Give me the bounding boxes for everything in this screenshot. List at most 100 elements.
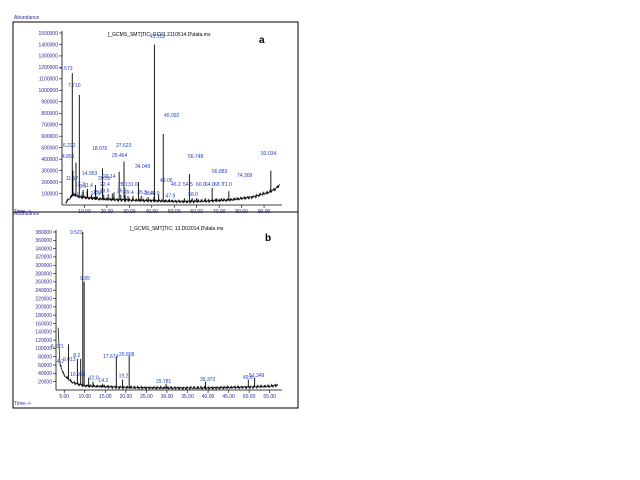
peak-label: 27.623 xyxy=(116,143,132,149)
peak-label: 56.748 xyxy=(188,154,204,160)
peak-label: 25.464 xyxy=(112,153,128,159)
y-tick-label: 280000 xyxy=(35,271,52,277)
peak-label: 8.2 xyxy=(73,353,80,359)
peak-label: 15.6 xyxy=(93,190,103,196)
panel-letter: a xyxy=(259,35,265,46)
peak-label: 26.2 xyxy=(117,189,127,195)
peak-label: 9.85 xyxy=(80,276,90,282)
peak-label: 93.034 xyxy=(261,151,277,157)
peak-label: 13.2 xyxy=(75,182,85,188)
chromatogram-trace xyxy=(57,327,279,391)
peak-label: 23.14 xyxy=(103,174,116,180)
y-tick-label: 260000 xyxy=(35,280,52,286)
x-tick-label: 20.00 xyxy=(120,394,133,400)
y-tick-label: 1100000 xyxy=(39,77,58,83)
peak-label: 58.0 xyxy=(188,192,198,198)
panel-frame xyxy=(12,211,299,409)
y-tick-label: 340000 xyxy=(35,246,52,252)
y-tick-label: 1200000 xyxy=(39,65,59,71)
y-tick-label: 80000 xyxy=(38,355,52,361)
x-tick-label: 30.00 xyxy=(161,394,174,400)
peak-label: 45.092 xyxy=(164,113,180,119)
y-tick-label: 220000 xyxy=(35,296,52,302)
peak-label: 71.0 xyxy=(222,182,232,188)
peak-label: 9.013 xyxy=(63,357,76,363)
y-tick-label: 1300000 xyxy=(39,54,59,60)
peak-label: 14.953 xyxy=(82,171,98,177)
panel-letter: b xyxy=(265,233,271,244)
y-tick-label: 400000 xyxy=(41,157,58,163)
peak-label: 46.2 xyxy=(171,182,181,188)
peak-label: 11.4 xyxy=(84,183,94,189)
peak-label: 39.373 xyxy=(200,377,216,383)
y-tick-label: 500000 xyxy=(41,145,58,151)
peak-label: 7.710 xyxy=(68,83,81,89)
peak-label: 17.674 xyxy=(103,354,119,360)
y-tick-label: 1400000 xyxy=(39,42,59,48)
peak-label: 47.9 xyxy=(166,193,176,199)
y-tick-label: 1000000 xyxy=(39,88,59,94)
y-tick-label: 600000 xyxy=(41,134,58,140)
x-tick-label: 25.00 xyxy=(140,394,153,400)
y-tick-label: 20000 xyxy=(38,379,52,385)
peak-label: 74.309 xyxy=(237,173,253,179)
y-tick-label: 300000 xyxy=(35,263,52,269)
peak-label: 29.4 xyxy=(124,190,134,196)
y-tick-label: 100000 xyxy=(41,191,58,197)
x-tick-label: 55.00 xyxy=(263,394,276,400)
x-tick-label: 35.00 xyxy=(181,394,194,400)
x-tick-label: 10.00 xyxy=(79,394,92,400)
chromatogram-trace xyxy=(65,183,281,205)
x-tick-label: 50.00 xyxy=(243,394,256,400)
chromatogram-panel-b: 20000 40000 60000 80000 100000 120000 140000 16… xyxy=(12,211,299,409)
y-tick-label: 60000 xyxy=(38,363,52,369)
peak-label: 68.7 xyxy=(214,182,224,188)
x-tick-label: 40.00 xyxy=(202,394,215,400)
peak-label: 64.0 xyxy=(205,182,215,188)
peak-label: 4.851 xyxy=(62,154,75,160)
peak-label: 6.021 xyxy=(51,344,64,350)
peak-label: 28.1 xyxy=(118,182,128,188)
y-tick-label: 1500000 xyxy=(39,31,59,37)
peak-label: 22.4 xyxy=(100,182,110,188)
peak-label: 9.523 xyxy=(70,230,83,236)
peak-label: 6.222 xyxy=(63,143,76,149)
y-tick-label: 360000 xyxy=(35,238,52,244)
chromatogram-panel-a: 100000 200000 300000 400000 500000 600000 7000… xyxy=(12,15,299,215)
y-tick-label: 140000 xyxy=(35,330,52,336)
chart-title: [_GCMS_SMT]TIC: 13.D02014.D\data.ms xyxy=(130,226,224,232)
peak-label: 18.076 xyxy=(92,146,108,152)
x-axis-label: Time--> xyxy=(14,401,31,407)
peak-label: 4.2 xyxy=(57,359,64,365)
peak-label: 20.55 xyxy=(98,176,111,182)
peak-label: 18.6 xyxy=(100,189,110,195)
peak-label: 8.6 xyxy=(77,192,84,198)
peak-label: 4.573 xyxy=(60,66,73,72)
peak-label: 14.3 xyxy=(98,378,108,384)
y-axis-label: Abundance xyxy=(14,211,40,217)
y-tick-label: 160000 xyxy=(35,321,52,327)
peak-label: 12.0 xyxy=(89,376,99,382)
y-tick-label: 180000 xyxy=(35,313,52,319)
y-tick-label: 40000 xyxy=(38,371,52,377)
peak-label: 10.956 xyxy=(70,372,86,378)
peak-label: 41.153 xyxy=(150,34,166,40)
y-tick-label: 120000 xyxy=(35,338,52,344)
peak-label: 19.2 xyxy=(119,374,129,380)
peak-label: 29.781 xyxy=(156,379,172,385)
peak-label: 51.349 xyxy=(249,373,265,379)
peak-label: 43.06 xyxy=(160,178,173,184)
x-tick-label: 5.00 xyxy=(59,394,69,400)
y-tick-label: 200000 xyxy=(41,180,58,186)
x-tick-label: 45.00 xyxy=(222,394,235,400)
y-tick-label: 100000 xyxy=(35,346,52,352)
chart-title: [_GCMS_SMT]TIC: GC01.2110514.D\data.ms xyxy=(108,32,211,38)
y-tick-label: 380000 xyxy=(35,230,52,236)
y-tick-label: 240000 xyxy=(35,288,52,294)
peak-label: 9.4 xyxy=(79,184,86,190)
y-tick-label: 800000 xyxy=(41,111,58,117)
peak-label: 35.3 xyxy=(137,190,147,196)
y-tick-label: 900000 xyxy=(41,100,58,106)
peak-label: 54.5 xyxy=(183,182,193,188)
